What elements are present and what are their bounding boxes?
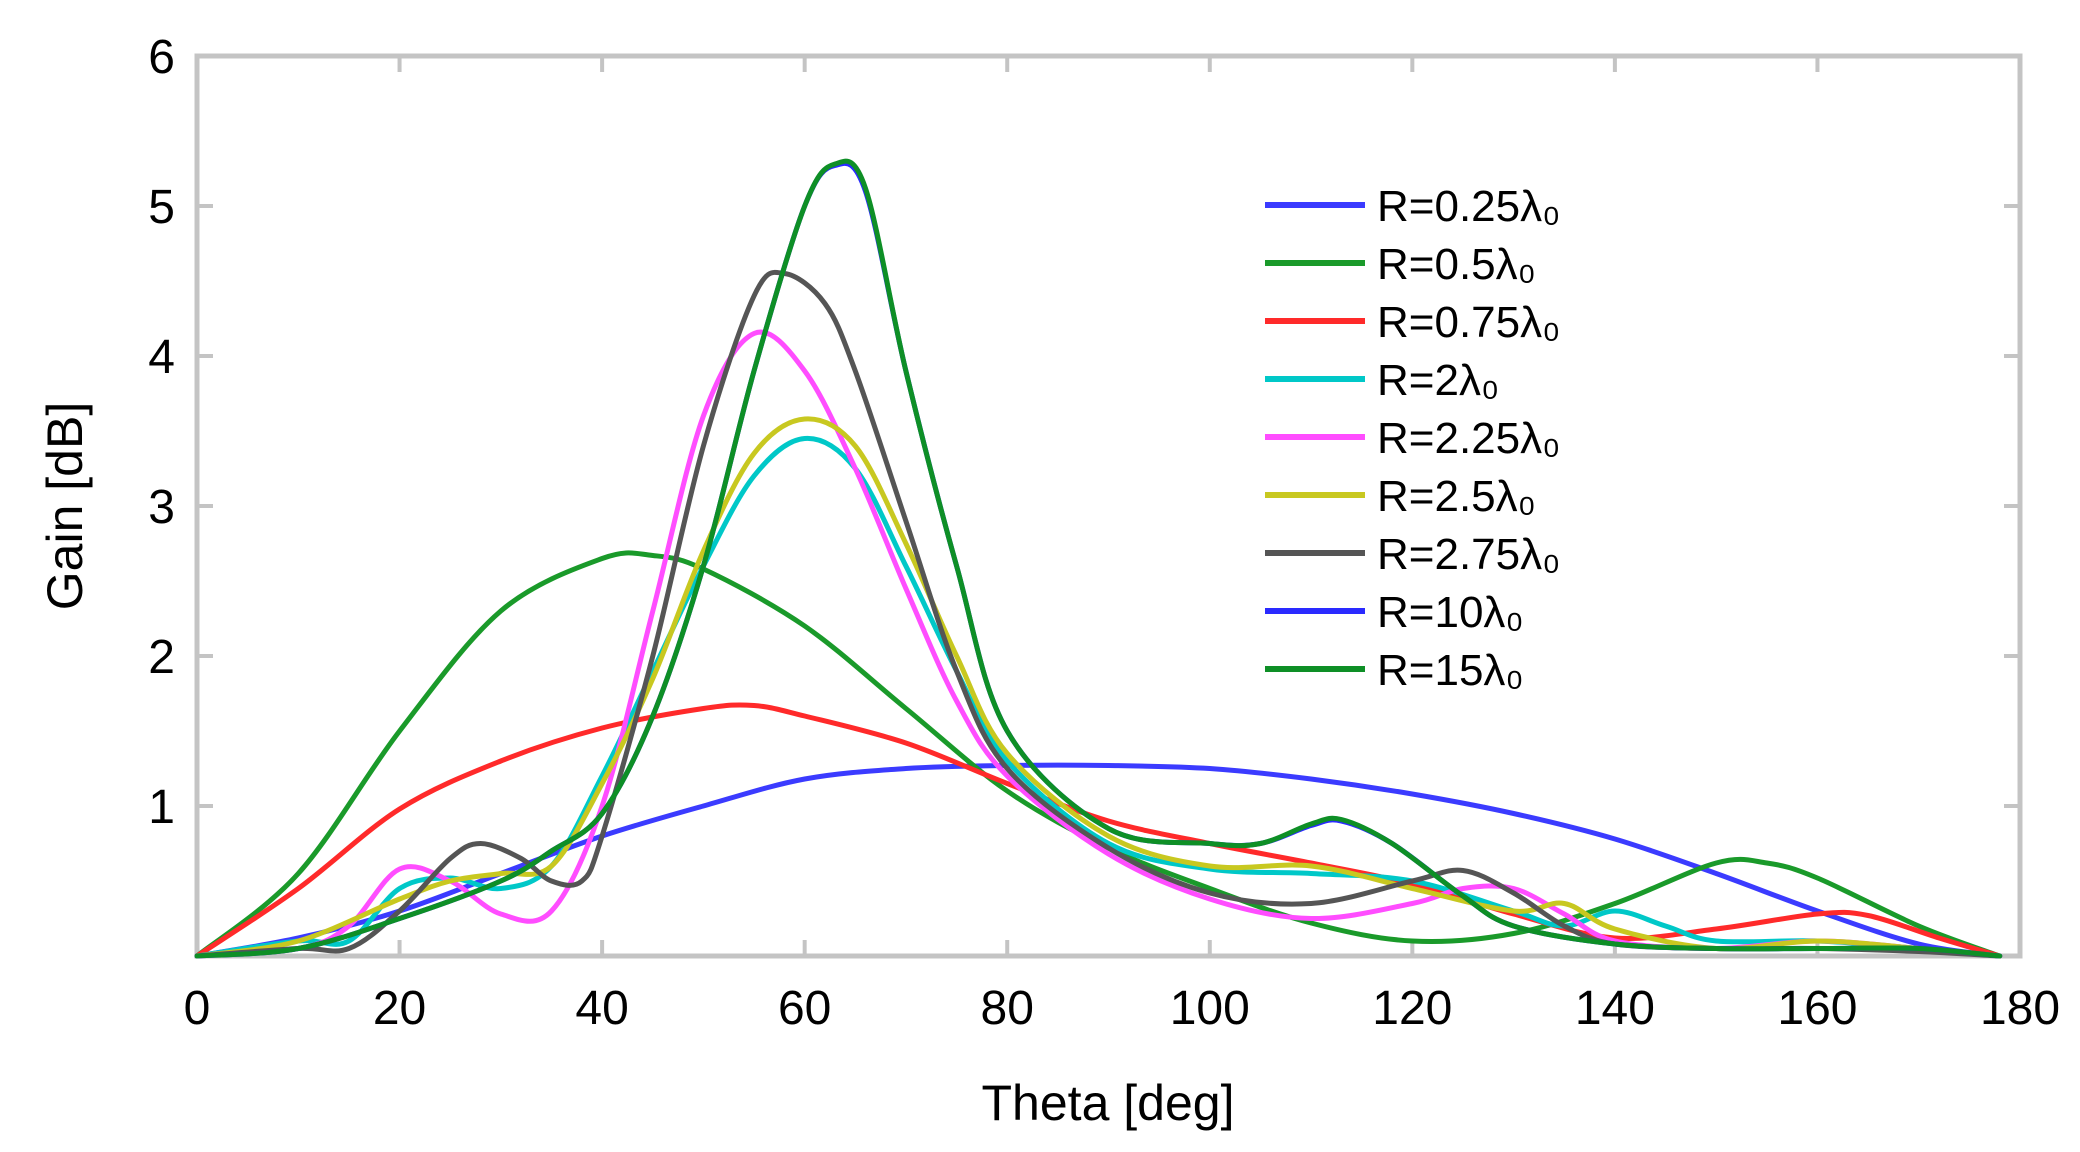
y-tick-label: 3 [148,481,175,534]
x-tick-labels: 0 20 40 60 80 100 120 140 160 180 [184,982,2060,1035]
y-tick-label: 4 [148,331,175,384]
legend-entry-label: R=2.75λ₀ [1377,530,1560,579]
x-tick-label: 20 [373,982,426,1035]
series-lines [194,158,2003,959]
y-tick-label: 1 [148,781,175,834]
x-tick-label: 180 [1980,982,2060,1035]
legend: R=0.25λ₀ R=0.5λ₀ R=0.75λ₀ R=2λ₀ R=2.25λ₀ R=2.… [1265,182,1560,695]
series-line-6 [194,416,2003,959]
legend-entry-label: R=2λ₀ [1377,356,1499,405]
legend-entry-label: R=0.75λ₀ [1377,298,1560,347]
legend-entry-label: R=0.25λ₀ [1377,182,1560,231]
legend-entry-label: R=10λ₀ [1377,588,1524,637]
series-line-3 [194,702,2003,959]
series-line-5 [194,329,2003,959]
axis-ticks [195,54,2022,956]
x-tick-label: 140 [1575,982,1655,1035]
y-axis-label: Gain [dB] [37,402,93,610]
x-tick-label: 60 [778,982,831,1035]
legend-entry-label: R=15λ₀ [1377,646,1524,695]
y-tick-labels: 1 2 3 4 5 6 [148,31,175,834]
legend-entry-label: R=2.25λ₀ [1377,414,1560,463]
series-line-9 [194,158,2003,959]
x-tick-label: 160 [1777,982,1857,1035]
x-tick-label: 120 [1372,982,1452,1035]
x-tick-label: 80 [981,982,1034,1035]
legend-entry-label: R=2.5λ₀ [1377,472,1536,521]
series-line-7 [194,269,2003,959]
x-tick-label: 40 [575,982,628,1035]
x-tick-label: 100 [1170,982,1250,1035]
legend-entry-label: R=0.5λ₀ [1377,240,1536,289]
x-axis-label: Theta [deg] [982,1075,1235,1131]
plot-frame [194,53,2023,959]
y-tick-label: 6 [148,31,175,84]
x-tick-label: 0 [184,982,211,1035]
y-tick-label: 2 [148,631,175,684]
y-tick-label: 5 [148,181,175,234]
